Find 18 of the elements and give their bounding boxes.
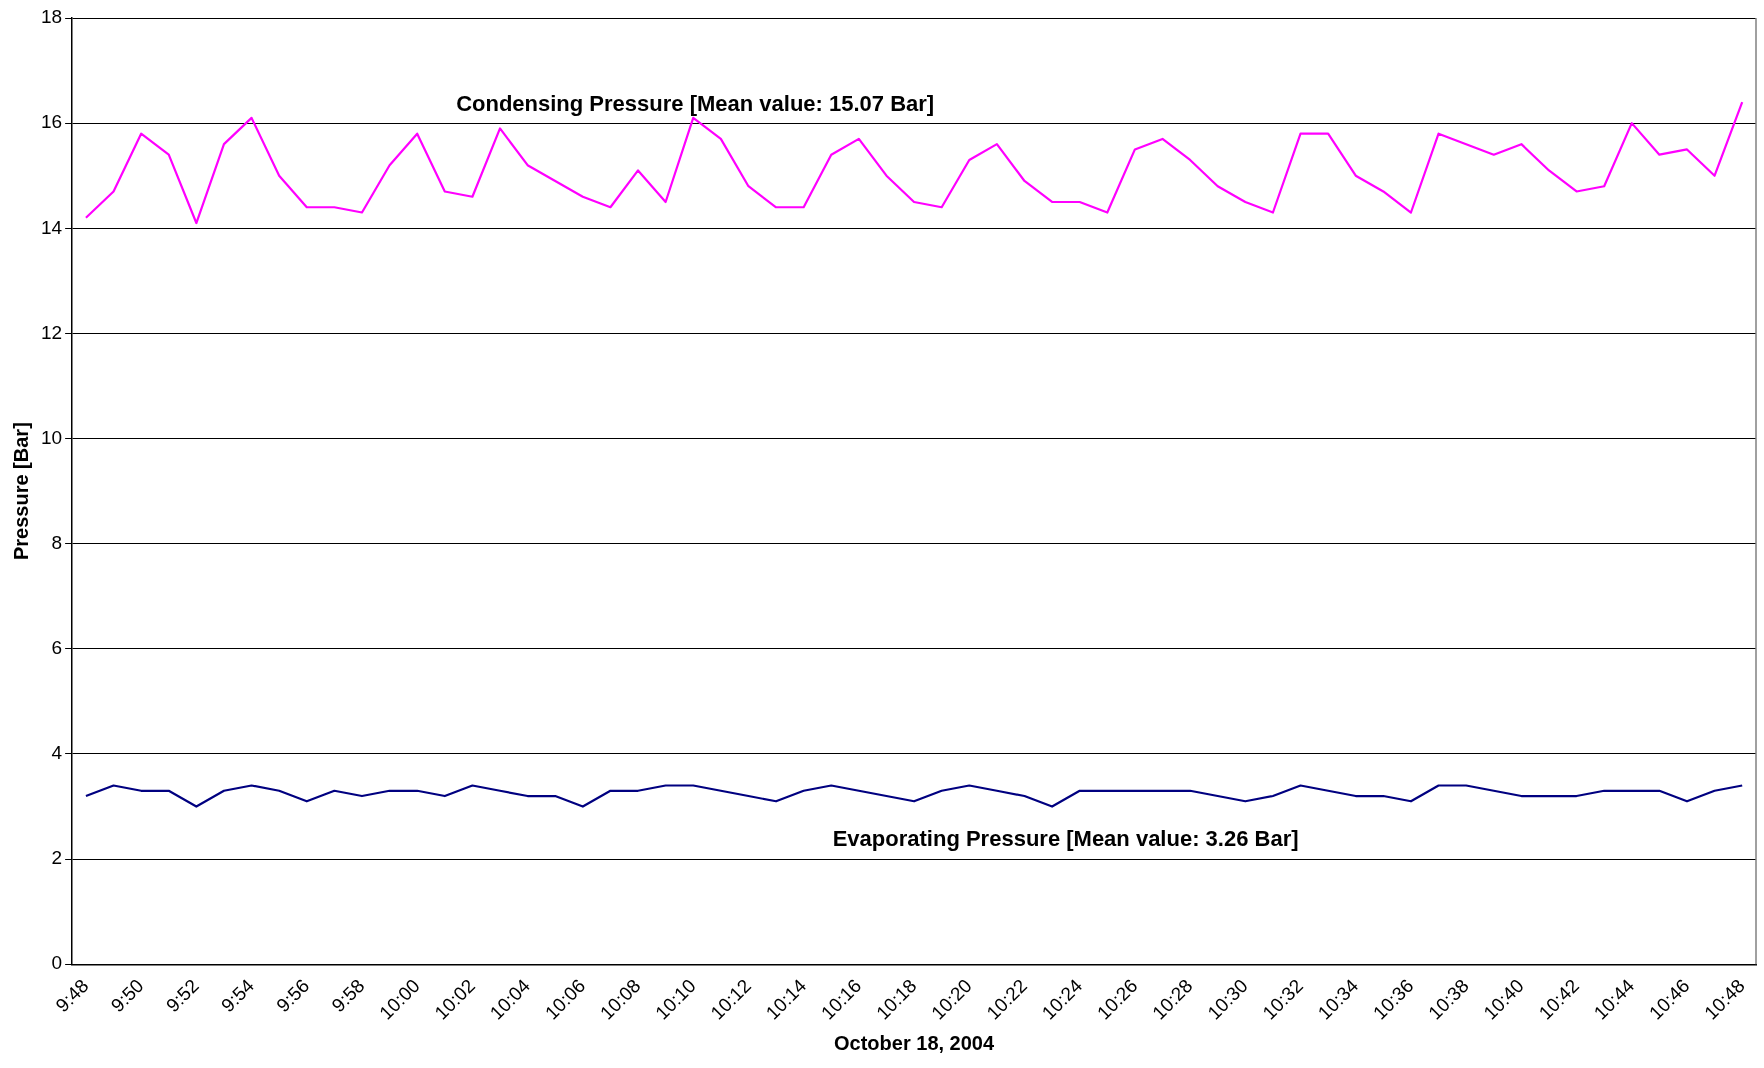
y-tick-label: 14 — [40, 216, 63, 238]
x-tick-label: 9:52 — [161, 975, 203, 1016]
series-label: Condensing Pressure [Mean value: 15.07 Bar] — [456, 91, 935, 117]
x-tick-label: 9:50 — [106, 975, 148, 1016]
x-tick-label: 9:58 — [327, 975, 369, 1016]
y-tick-label: 10 — [40, 426, 63, 448]
x-axis-title: October 18, 2004 — [834, 1031, 995, 1054]
y-axis-title: Pressure [Bar] — [9, 422, 32, 561]
x-tick-label: 9:48 — [51, 975, 93, 1016]
y-tick-label: 0 — [51, 952, 63, 974]
y-tick-label: 2 — [51, 847, 63, 869]
y-tick-label: 12 — [40, 321, 63, 343]
y-tick-label: 18 — [40, 6, 63, 28]
y-tick-label: 8 — [51, 531, 63, 553]
y-tick-label: 6 — [51, 637, 63, 659]
series-label: Evaporating Pressure [Mean value: 3.26 Bar] — [832, 826, 1299, 852]
y-tick-label: 16 — [40, 111, 63, 133]
y-tick-label: 4 — [51, 742, 63, 764]
